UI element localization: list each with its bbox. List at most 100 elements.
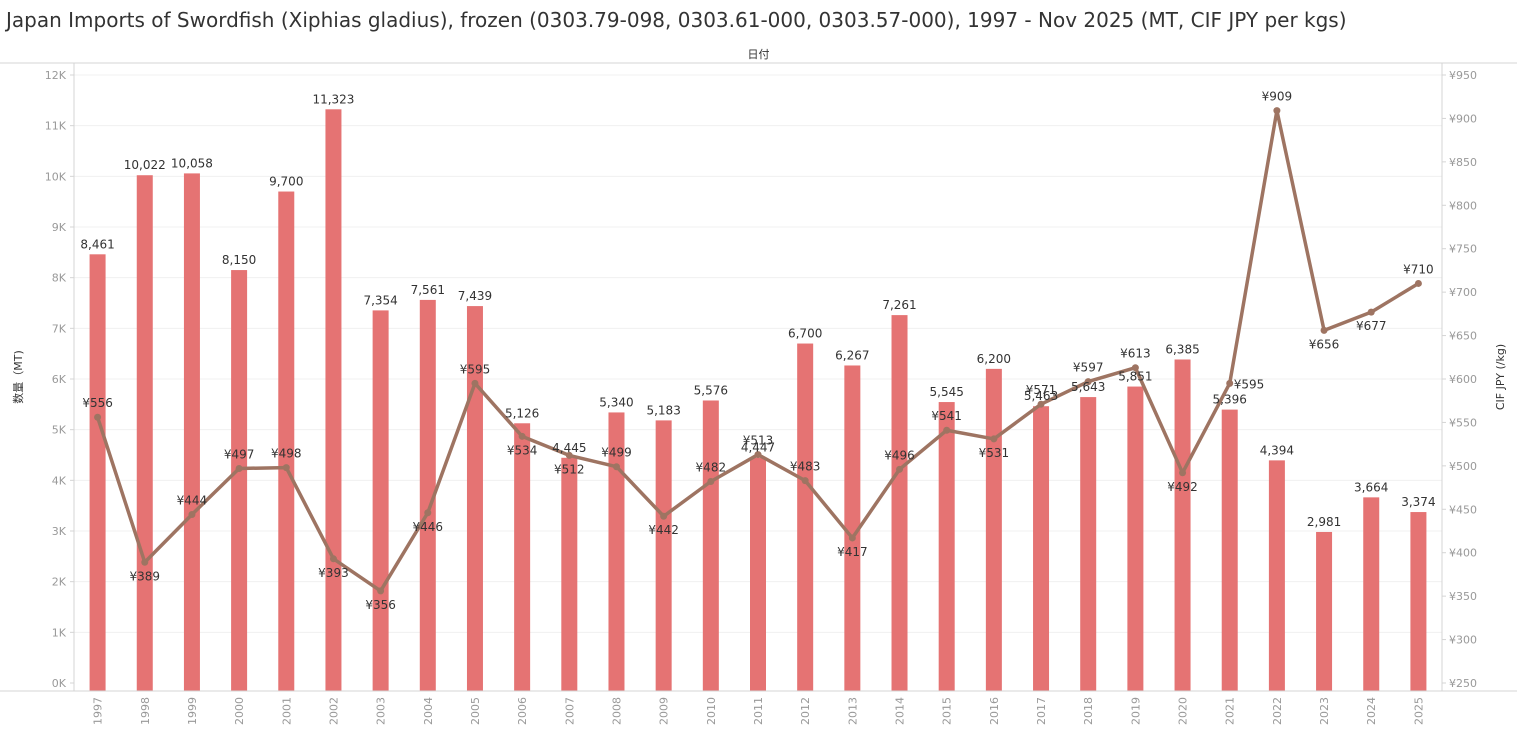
x-tick-label: 1999	[186, 697, 199, 725]
price-value-label: ¥677	[1356, 319, 1387, 333]
bar-value-label: 5,340	[599, 395, 633, 409]
bar	[1410, 512, 1427, 691]
price-value-label: ¥483	[790, 460, 821, 474]
x-tick-label: 2011	[752, 697, 765, 725]
price-value-label: ¥393	[318, 566, 349, 580]
bar-value-label: 4,445	[552, 441, 586, 455]
price-point	[660, 512, 668, 520]
bar	[1174, 359, 1191, 691]
bar	[514, 423, 531, 691]
bar	[1080, 397, 1097, 691]
price-point	[1037, 400, 1045, 408]
bar-value-label: 6,385	[1165, 342, 1199, 356]
bar-value-label: 6,200	[977, 352, 1011, 366]
bar	[702, 400, 719, 691]
price-value-label: ¥531	[979, 446, 1010, 460]
price-value-label: ¥556	[82, 396, 113, 410]
bar	[608, 412, 625, 691]
bar-value-label: 4,447	[741, 441, 775, 455]
price-value-label: ¥444	[177, 493, 208, 507]
bar-value-label: 8,461	[80, 237, 114, 251]
x-tick-label: 2004	[422, 697, 435, 725]
price-point	[424, 509, 432, 517]
price-point	[801, 477, 809, 485]
bar-value-label: 6,700	[788, 327, 822, 341]
x-tick-label: 1997	[92, 697, 105, 725]
price-value-label: ¥710	[1403, 262, 1434, 276]
y2-axis-title: CIF JPY (/kg)	[1494, 344, 1507, 410]
price-point	[1414, 279, 1422, 287]
price-value-label: ¥442	[648, 523, 679, 537]
y-tick-label: 2K	[52, 576, 67, 589]
price-point	[707, 477, 715, 485]
x-tick-label: 2016	[988, 697, 1001, 725]
bar	[1268, 460, 1285, 691]
y-tick-label: 7K	[52, 322, 67, 335]
bar-value-label: 8,150	[222, 253, 256, 267]
x-tick-label: 2002	[327, 697, 340, 725]
y2-tick-label: ¥300	[1449, 634, 1477, 647]
bar	[466, 306, 483, 691]
bar-value-label: 6,267	[835, 348, 869, 362]
price-point	[1179, 469, 1187, 477]
price-value-label: ¥492	[1167, 480, 1198, 494]
price-value-label: ¥513	[743, 434, 774, 448]
bar-value-label: 7,439	[458, 289, 492, 303]
x-tick-label: 2018	[1082, 697, 1095, 725]
y2-tick-label: ¥700	[1449, 286, 1477, 299]
x-tick-label: 2017	[1035, 697, 1048, 725]
price-point	[1226, 379, 1234, 387]
price-point	[990, 435, 998, 443]
y-tick-label: 10K	[45, 170, 67, 183]
bar-value-label: 4,394	[1260, 443, 1294, 457]
bar	[278, 191, 295, 692]
column-header: 日付	[747, 48, 770, 61]
bar-value-label: 5,463	[1024, 389, 1058, 403]
y-tick-label: 5K	[52, 424, 67, 437]
price-point	[141, 558, 149, 566]
price-point	[518, 432, 526, 440]
price-point	[188, 510, 196, 518]
bar-value-label: 7,561	[411, 283, 445, 297]
price-point	[471, 379, 479, 387]
y-tick-label: 12K	[45, 69, 67, 82]
y2-tick-label: ¥800	[1449, 199, 1477, 212]
price-point	[94, 413, 102, 421]
bar	[844, 365, 861, 691]
x-tick-label: 2008	[610, 697, 623, 725]
price-point	[943, 426, 951, 434]
bar	[136, 175, 153, 691]
bar-value-label: 3,374	[1401, 495, 1435, 509]
y-tick-label: 0K	[52, 677, 67, 690]
price-point	[1273, 107, 1281, 115]
bar-value-label: 11,323	[312, 92, 354, 106]
bar	[797, 343, 814, 691]
bar	[325, 109, 342, 691]
price-point	[848, 534, 856, 542]
price-point	[612, 463, 620, 471]
bar	[231, 270, 248, 691]
bar	[372, 310, 389, 691]
x-tick-label: 2023	[1318, 697, 1331, 725]
price-value-label: ¥499	[601, 446, 632, 460]
bar-value-label: 10,058	[171, 156, 213, 170]
y-tick-label: 1K	[52, 626, 67, 639]
x-tick-label: 2013	[846, 697, 859, 725]
price-value-label: ¥613	[1120, 347, 1151, 361]
label-layer: 8,461 10,022 10,058 8,150 9,700 11,323 7,354 7,…	[80, 90, 1435, 612]
x-tick-label: 2010	[705, 697, 718, 725]
y2-tick-label: ¥900	[1449, 112, 1477, 125]
bar	[1363, 497, 1380, 691]
x-tick-label: 2024	[1365, 697, 1378, 725]
price-value-label: ¥389	[129, 569, 160, 583]
bar-value-label: 9,700	[269, 175, 303, 189]
x-tick-label: 1998	[139, 697, 152, 725]
price-value-label: ¥541	[931, 409, 962, 423]
bar-value-label: 10,022	[124, 158, 166, 172]
x-tick-label: 2009	[658, 697, 671, 725]
bar	[938, 402, 955, 691]
bar	[183, 173, 200, 692]
y2-tick-label: ¥600	[1449, 373, 1477, 386]
x-tick-label: 2015	[941, 697, 954, 725]
